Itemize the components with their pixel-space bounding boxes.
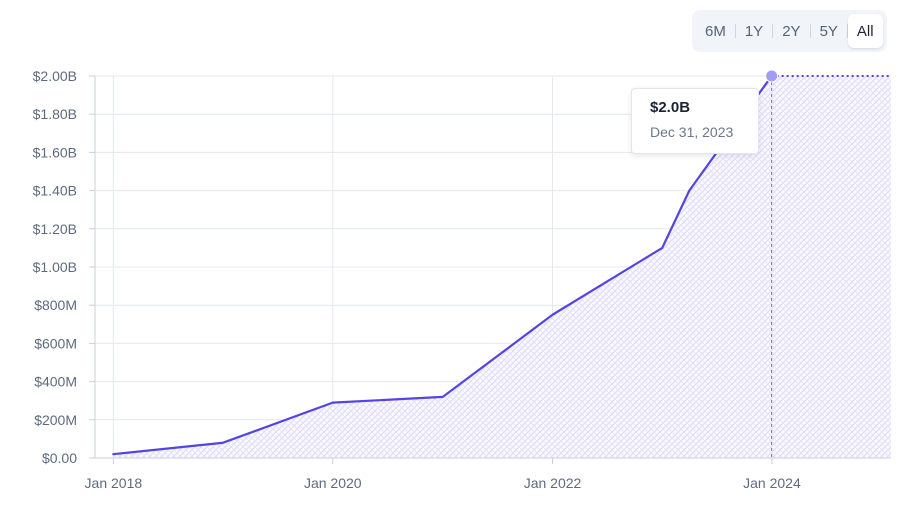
range-separator xyxy=(846,24,848,38)
range-button-5y[interactable]: 5Y xyxy=(819,22,838,40)
series-line xyxy=(112,74,773,456)
range-button-all[interactable]: All xyxy=(847,14,883,48)
y-tick-label: $800M xyxy=(34,297,77,313)
y-tick-label: $400M xyxy=(34,374,77,390)
y-tick-label: $2.00B xyxy=(33,68,77,84)
y-tick-label: $1.20B xyxy=(33,221,77,237)
x-tick-label: Jan 2018 xyxy=(85,475,143,491)
x-tick-label: Jan 2020 xyxy=(304,475,362,491)
range-separator xyxy=(809,24,811,38)
y-tick-label: $1.00B xyxy=(33,259,77,275)
area-fill xyxy=(113,76,892,458)
tooltip-value: $2.0B xyxy=(650,99,691,116)
highlight-marker[interactable] xyxy=(765,69,779,83)
y-tick-label: $1.60B xyxy=(33,144,77,160)
range-separator xyxy=(734,24,736,38)
tooltip-date: Dec 31, 2023 xyxy=(650,124,734,140)
y-tick-label: $0.00 xyxy=(42,450,77,466)
range-button-6m[interactable]: 6M xyxy=(705,22,726,40)
range-button-2y[interactable]: 2Y xyxy=(782,22,801,40)
y-tick-label: $600M xyxy=(34,335,77,351)
y-tick-label: $200M xyxy=(34,412,77,428)
y-tick-label: $1.80B xyxy=(33,106,77,122)
chart-tooltip: $2.0B Dec 31, 2023 xyxy=(631,88,759,154)
y-tick-label: $1.40B xyxy=(33,183,77,199)
x-tick-label: Jan 2024 xyxy=(743,475,801,491)
range-selector: 6M 1Y 2Y 5Y All xyxy=(692,10,887,52)
range-separator xyxy=(772,24,774,38)
x-tick-label: Jan 2022 xyxy=(524,475,582,491)
range-button-1y[interactable]: 1Y xyxy=(744,22,764,40)
